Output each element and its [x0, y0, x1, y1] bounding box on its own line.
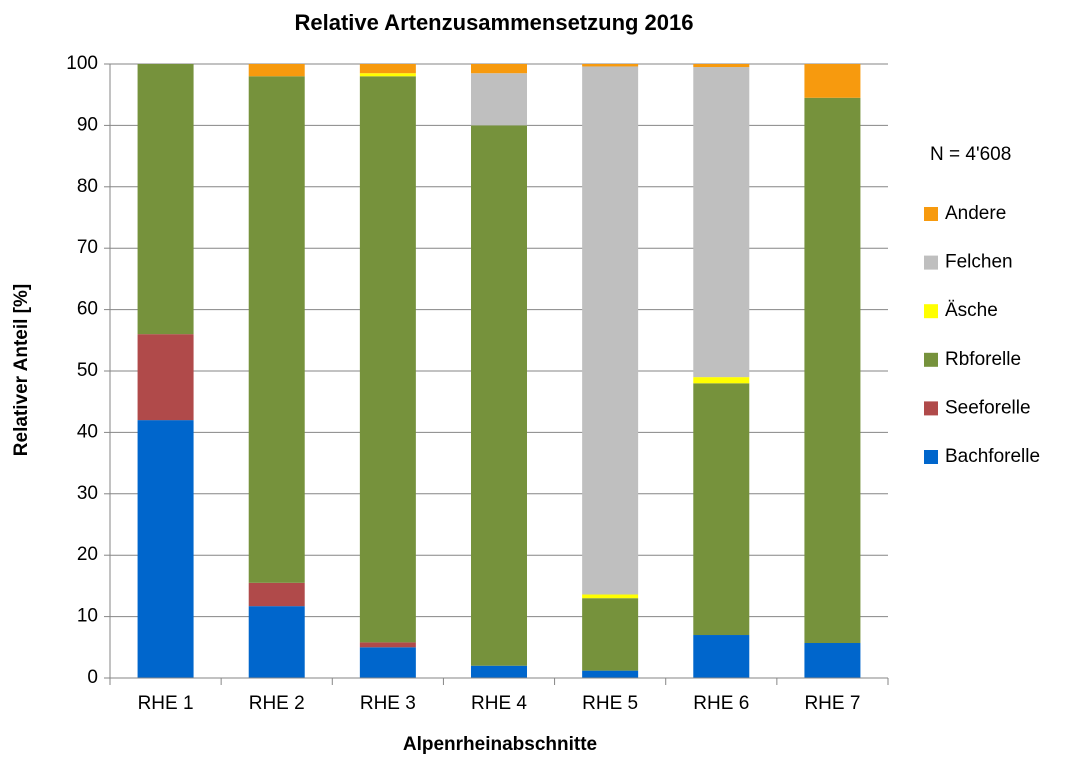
legend-label: Bachforelle	[945, 446, 1040, 467]
x-tick-label: RHE 1	[138, 693, 194, 714]
y-tick-label: 80	[77, 176, 98, 197]
y-tick-label: 50	[77, 360, 98, 381]
legend-swatch	[924, 352, 938, 367]
x-tick-label: RHE 4	[471, 693, 527, 714]
bar-segment	[693, 67, 750, 378]
legend-swatch	[924, 450, 938, 464]
bar-segment	[248, 582, 305, 607]
bar-segment	[359, 64, 416, 74]
bar-segment	[693, 383, 750, 636]
bar-segment	[471, 125, 527, 666]
legend-label: Rbforelle	[945, 349, 1021, 370]
annotation: N = 4'608	[930, 144, 1011, 165]
bar-segment	[582, 594, 639, 599]
y-tick-label: 90	[77, 114, 98, 135]
bar-segment	[359, 73, 416, 77]
legend-label: Seeforelle	[945, 397, 1031, 418]
bar-segment	[471, 64, 527, 74]
x-tick-label: RHE 2	[249, 693, 305, 714]
chart-title: Relative Artenzusammensetzung 2016	[295, 10, 694, 35]
bar-segment	[471, 73, 527, 126]
bar-segment	[471, 665, 527, 678]
bar-segment	[693, 64, 750, 68]
y-tick-label: 30	[77, 483, 98, 504]
bar-segment	[582, 670, 639, 678]
legend-swatch	[924, 401, 938, 416]
y-tick-label: 0	[87, 667, 98, 688]
y-tick-label: 70	[77, 237, 98, 258]
bar-segment	[582, 598, 639, 671]
bar-segment	[804, 64, 861, 98]
y-tick-label: 20	[77, 544, 98, 565]
bar-segment	[693, 377, 750, 384]
bar-segment	[693, 635, 750, 678]
bar-segment	[359, 647, 416, 678]
x-tick-label: RHE 3	[360, 693, 416, 714]
bar-segment	[248, 64, 305, 77]
x-axis-title: Alpenrheinabschnitte	[403, 734, 597, 755]
y-tick-label: 10	[77, 606, 98, 627]
bar-segment	[248, 76, 305, 583]
legend-swatch	[924, 207, 938, 221]
bar-segment	[804, 97, 861, 644]
bar-segment	[804, 643, 861, 678]
bar-segment	[137, 334, 194, 421]
y-axis-title: Relativer Anteil [%]	[11, 284, 32, 456]
bar-segment	[248, 606, 305, 678]
x-tick-label: RHE 6	[693, 693, 749, 714]
y-tick-label: 40	[77, 421, 98, 442]
legend-label: Äsche	[945, 300, 998, 321]
legend-swatch	[924, 304, 938, 319]
legend-swatch	[924, 255, 938, 270]
bar-segment	[359, 642, 416, 648]
bar-segment	[582, 64, 639, 67]
bar-segment	[359, 76, 416, 643]
bar-segment	[137, 64, 194, 335]
x-tick-label: RHE 5	[582, 693, 638, 714]
y-tick-label: 60	[77, 299, 98, 320]
y-tick-label: 100	[66, 53, 98, 74]
legend-label: Andere	[945, 203, 1006, 224]
bar-segment	[582, 66, 639, 595]
x-tick-label: RHE 7	[804, 693, 860, 714]
bar-segment	[137, 420, 194, 678]
legend-label: Felchen	[945, 252, 1013, 273]
